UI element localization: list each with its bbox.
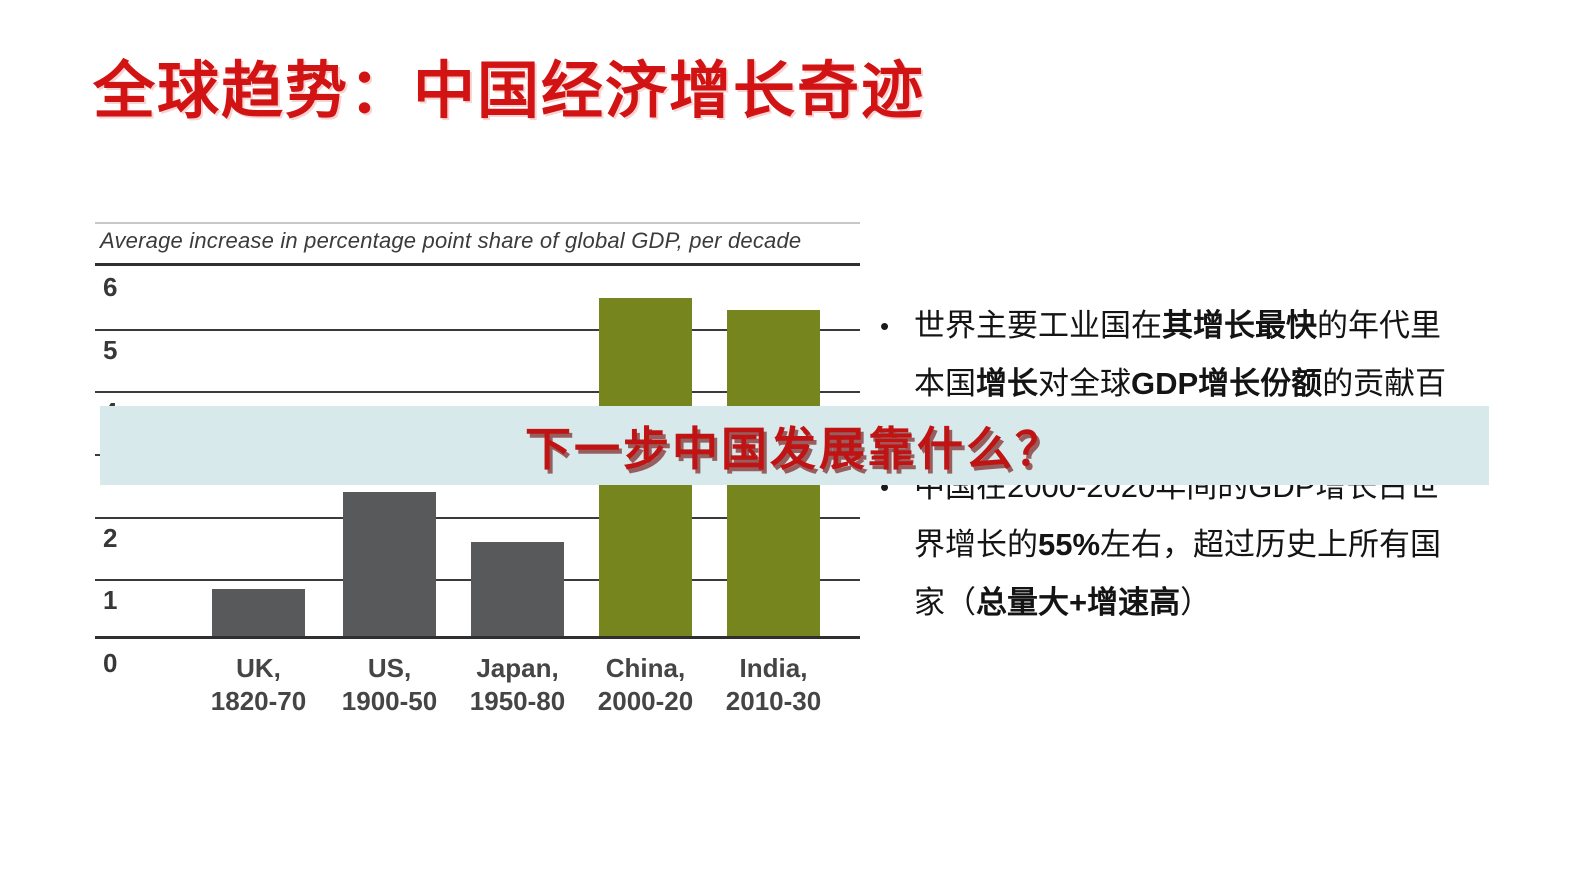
overlay-banner: 下一步中国发展靠什么？ bbox=[100, 406, 1489, 485]
bullet-marker-icon: • bbox=[880, 311, 890, 341]
x-axis-label-us: US, 1900-50 bbox=[341, 653, 438, 716]
x-axis-label-japan: Japan, 1950-80 bbox=[469, 653, 566, 716]
bar-japan bbox=[471, 542, 564, 636]
chart-title: Average increase in percentage point sha… bbox=[100, 228, 802, 253]
y-axis-label-2: 2 bbox=[103, 522, 118, 553]
bullet-marker-icon: • bbox=[880, 472, 890, 502]
bar-us bbox=[343, 491, 436, 636]
bullet-text-item1: 世界主要工业国在其增长最快的年代里 本国增长对全球GDP增长份额的贡献百 bbox=[914, 297, 1484, 413]
bullet-item2-line-2: 界增长的55%左右，超过历史上所有国 bbox=[914, 527, 1442, 562]
x-axis-label-india: India, 2010-30 bbox=[725, 653, 822, 716]
gridline-y5 bbox=[95, 328, 860, 331]
banner-title: 下一步中国发展靠什么？ bbox=[525, 422, 1064, 475]
bullet-item2-line-3: 家（总量大+增速高） bbox=[914, 585, 1212, 620]
gridline-y2 bbox=[95, 516, 860, 519]
gridline-y4 bbox=[95, 391, 860, 394]
y-axis-label-0: 0 bbox=[103, 648, 118, 678]
chart-top-edge-line bbox=[95, 222, 860, 224]
y-axis-label-6: 6 bbox=[103, 272, 118, 302]
x-axis-label-uk: UK, 1820-70 bbox=[210, 653, 307, 716]
y-axis-label-1: 1 bbox=[103, 585, 118, 616]
bullet-item1-line-1: 世界主要工业国在其增长最快的年代里 bbox=[914, 308, 1441, 343]
bar-uk bbox=[212, 589, 305, 636]
bullet-item1: • 世界主要工业国在其增长最快的年代里 本国增长对全球GDP增长份额的贡献百 bbox=[880, 297, 1484, 413]
bullet-item1-line-2: 本国增长对全球GDP增长份额的贡献百 bbox=[914, 366, 1447, 401]
x-axis-label-china: China, 2000-20 bbox=[597, 653, 694, 716]
page-title: 全球趋势：中国经济增长奇迹 bbox=[93, 57, 926, 126]
y-axis-label-5: 5 bbox=[103, 334, 118, 365]
